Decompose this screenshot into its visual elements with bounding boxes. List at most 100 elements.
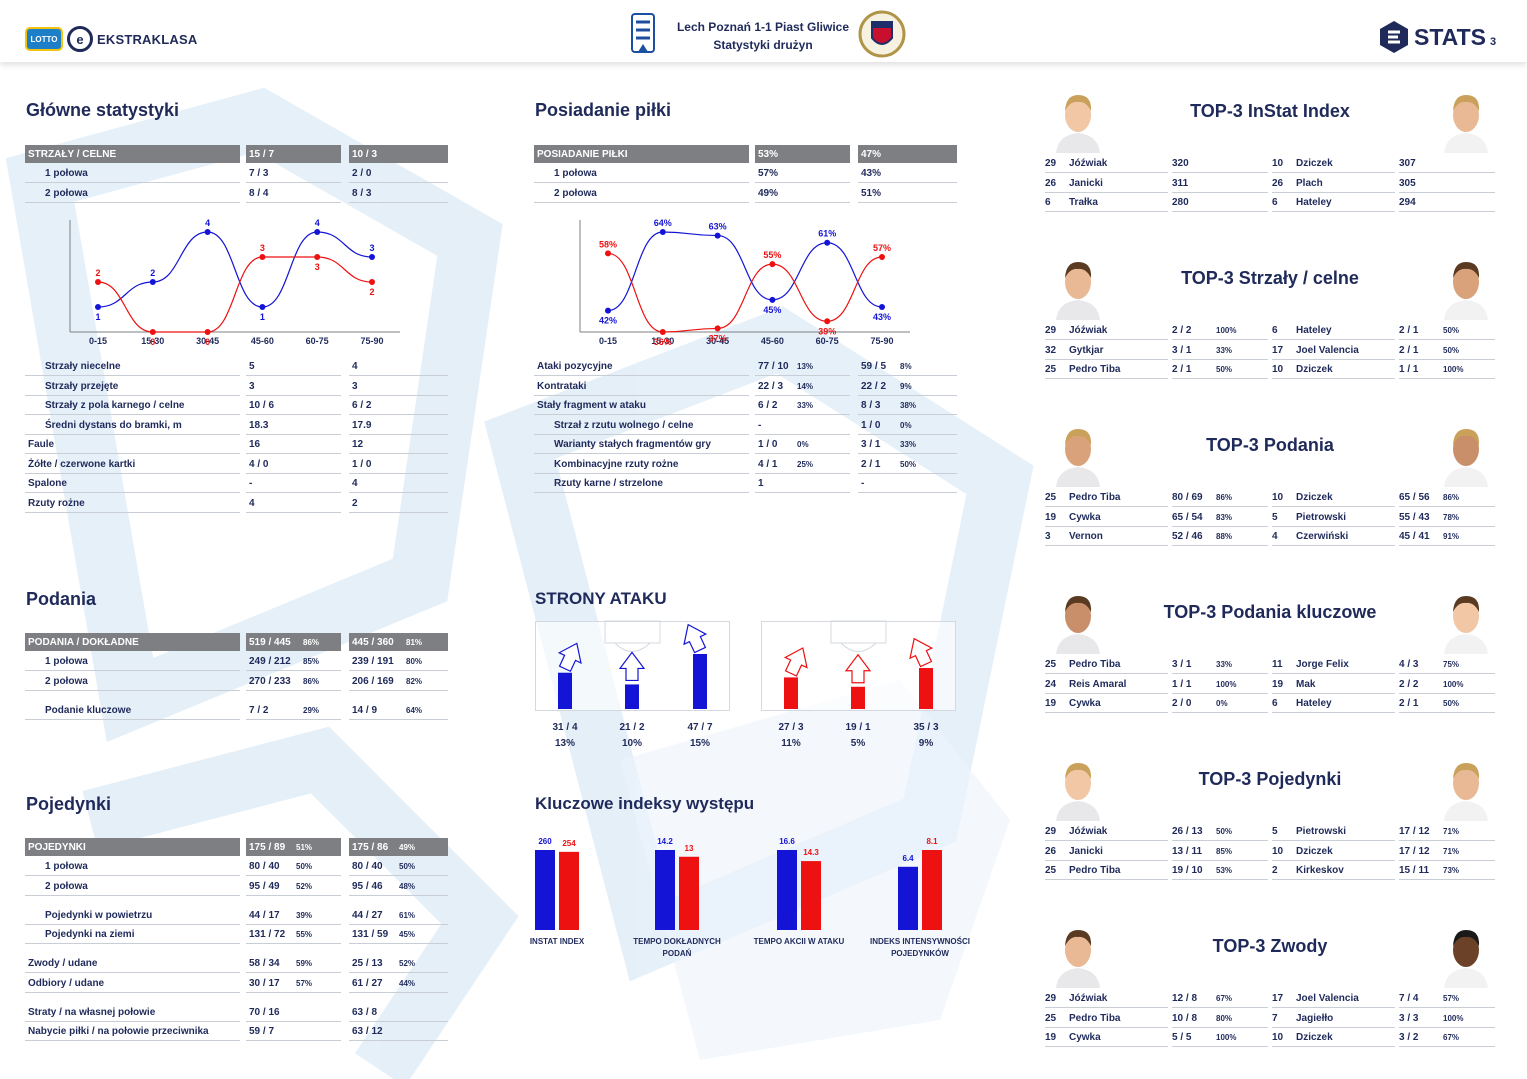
player-value: 12 / 8 — [1172, 993, 1198, 1004]
row-label: STRZAŁY / CELNE — [25, 145, 240, 163]
player-value-cell: 65 / 56 86% — [1399, 489, 1495, 507]
stat-row: Ataki pozycyjne 77 / 10 13% 59 / 5 8% — [534, 358, 957, 376]
row-label: 1 połowa — [25, 653, 240, 671]
player-name: Gytkjar — [1069, 344, 1104, 356]
row-label: POSIADANIE PIŁKI — [534, 145, 749, 163]
face-shape — [1065, 98, 1091, 132]
section-title-passes: Podania — [26, 589, 97, 609]
away-pct: 61% — [399, 910, 416, 920]
player-value: 65 / 56 — [1399, 492, 1430, 503]
player-pct: 88% — [1216, 532, 1233, 541]
x-tick-label: 45-60 — [251, 336, 274, 346]
player-pct: 50% — [1443, 326, 1460, 335]
player-name: Trałka — [1069, 197, 1098, 208]
attack-value-label: 19 / 1 — [845, 722, 870, 733]
player-number: 7 — [1272, 1012, 1278, 1024]
player-row: 10 Dziczek 307 — [1272, 155, 1495, 173]
player-value: 15 / 11 — [1399, 865, 1430, 876]
away-value-text: 43% — [861, 168, 882, 179]
player-value: 311 — [1172, 177, 1189, 189]
home-value-text: 30 / 17 — [249, 977, 280, 989]
player-name: Hateley — [1296, 197, 1332, 208]
player-cell: 10 Dziczek — [1272, 155, 1395, 173]
row-label: Strzały niecelne — [25, 358, 240, 376]
player-value-cell: 19 / 10 53% — [1172, 862, 1268, 880]
player-row: 25 Pedro Tiba 2 / 1 50% — [1045, 361, 1268, 379]
away-value-text: 10 / 3 — [352, 148, 378, 160]
home-data-label: 4 — [205, 218, 210, 228]
home-value-text: 4 / 0 — [249, 458, 269, 470]
hair-shape — [1453, 763, 1480, 779]
home-value-text: 7 / 3 — [249, 168, 269, 179]
away-value-text: 51% — [861, 188, 882, 199]
row-label: Spalone — [25, 475, 240, 493]
row-label: Straty / na własnej połowie — [25, 1004, 240, 1022]
player-number: 19 — [1045, 511, 1057, 523]
home-pct: 33% — [797, 401, 814, 410]
home-value-text: 58 / 34 — [249, 958, 280, 969]
home-value-text: 1 / 0 — [758, 439, 778, 450]
player-value-cell: 17 / 12 71% — [1399, 843, 1495, 861]
home-value-text: 80 / 40 — [249, 861, 280, 872]
player-pct: 50% — [1216, 365, 1233, 374]
home-value-text: 10 / 6 — [249, 400, 275, 411]
home-value: 7 / 2 29% — [246, 702, 341, 720]
stat-row: Spalone - 4 — [25, 475, 448, 493]
home-value: 3 — [246, 378, 341, 396]
home-value: 22 / 3 14% — [755, 378, 850, 396]
player-value-cell: 280 — [1172, 194, 1268, 212]
player-row: 32 Gytkjar 3 / 1 33% — [1045, 342, 1268, 360]
home-value-text: 49% — [758, 188, 779, 199]
player-row: 6 Hateley 2 / 1 50% — [1272, 322, 1495, 340]
away-value: - — [858, 475, 957, 493]
away-value: 25 / 13 52% — [349, 955, 448, 973]
player-number: 19 — [1045, 698, 1057, 709]
away-value: 206 / 169 82% — [349, 673, 448, 691]
player-name: Reis Amaral — [1069, 678, 1127, 690]
player-cell: 25 Pedro Tiba — [1045, 489, 1168, 507]
home-value-text: 519 / 445 — [249, 636, 291, 648]
player-number: 25 — [1045, 364, 1057, 375]
away-data-label: 58% — [599, 239, 617, 249]
brand-name: EKSTRAKLASA — [97, 31, 198, 47]
player-cell: 26 Janicki — [1045, 843, 1168, 861]
table-header-row: POJEDYNKI 175 / 89 51% 175 / 86 49% — [25, 838, 448, 856]
away-pct: 33% — [900, 440, 917, 449]
away-value: 63 / 12 — [349, 1023, 448, 1041]
row-label: Faule — [25, 436, 240, 454]
player-value-cell: 320 — [1172, 155, 1268, 173]
home-value-text: 8 / 4 — [249, 188, 269, 199]
home-value-text: 4 / 1 — [758, 458, 778, 470]
home-pct: 86% — [303, 677, 320, 686]
away-data-point — [369, 279, 375, 285]
home-value: 4 / 0 — [246, 456, 341, 474]
away-pct: 81% — [406, 637, 423, 647]
player-photo-avatar — [1056, 763, 1100, 821]
player-pct: 50% — [1443, 345, 1460, 355]
row-label: Zwody / udane — [25, 955, 240, 973]
home-value-text: 249 / 212 — [249, 656, 291, 667]
player-row: 25 Pedro Tiba 80 / 69 86% — [1045, 489, 1268, 507]
player-cell: 32 Gytkjar — [1045, 342, 1168, 360]
player-cell: 26 Plach — [1272, 175, 1395, 193]
face-shape — [1453, 599, 1479, 633]
attack-pct-label: 9% — [919, 738, 934, 749]
face-shape — [1065, 933, 1091, 967]
player-value: 3 / 2 — [1399, 1032, 1419, 1043]
away-value-text: 47% — [861, 148, 882, 160]
home-pct: 85% — [303, 657, 320, 666]
away-data-label: 55% — [763, 250, 781, 260]
shirt-shape — [1444, 968, 1488, 988]
player-value: 4 / 3 — [1399, 659, 1419, 670]
attack-arrow-icon — [783, 647, 808, 677]
away-data-point — [95, 279, 101, 285]
player-pct: 50% — [1443, 699, 1460, 708]
away-attack-bar — [851, 686, 865, 709]
player-pct: 67% — [1443, 1033, 1460, 1042]
row-label: Kontrataki — [534, 378, 749, 396]
away-value-text: 1 / 0 — [861, 419, 881, 431]
away-pct: 52% — [399, 959, 416, 968]
hair-shape — [1453, 262, 1480, 278]
player-value-cell: 13 / 11 85% — [1172, 843, 1268, 861]
home-value-text: 18.3 — [249, 419, 269, 431]
